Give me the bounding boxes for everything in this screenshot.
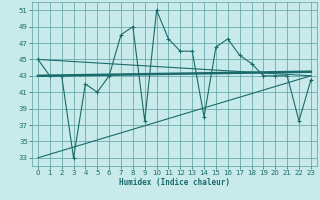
X-axis label: Humidex (Indice chaleur): Humidex (Indice chaleur) <box>119 178 230 187</box>
